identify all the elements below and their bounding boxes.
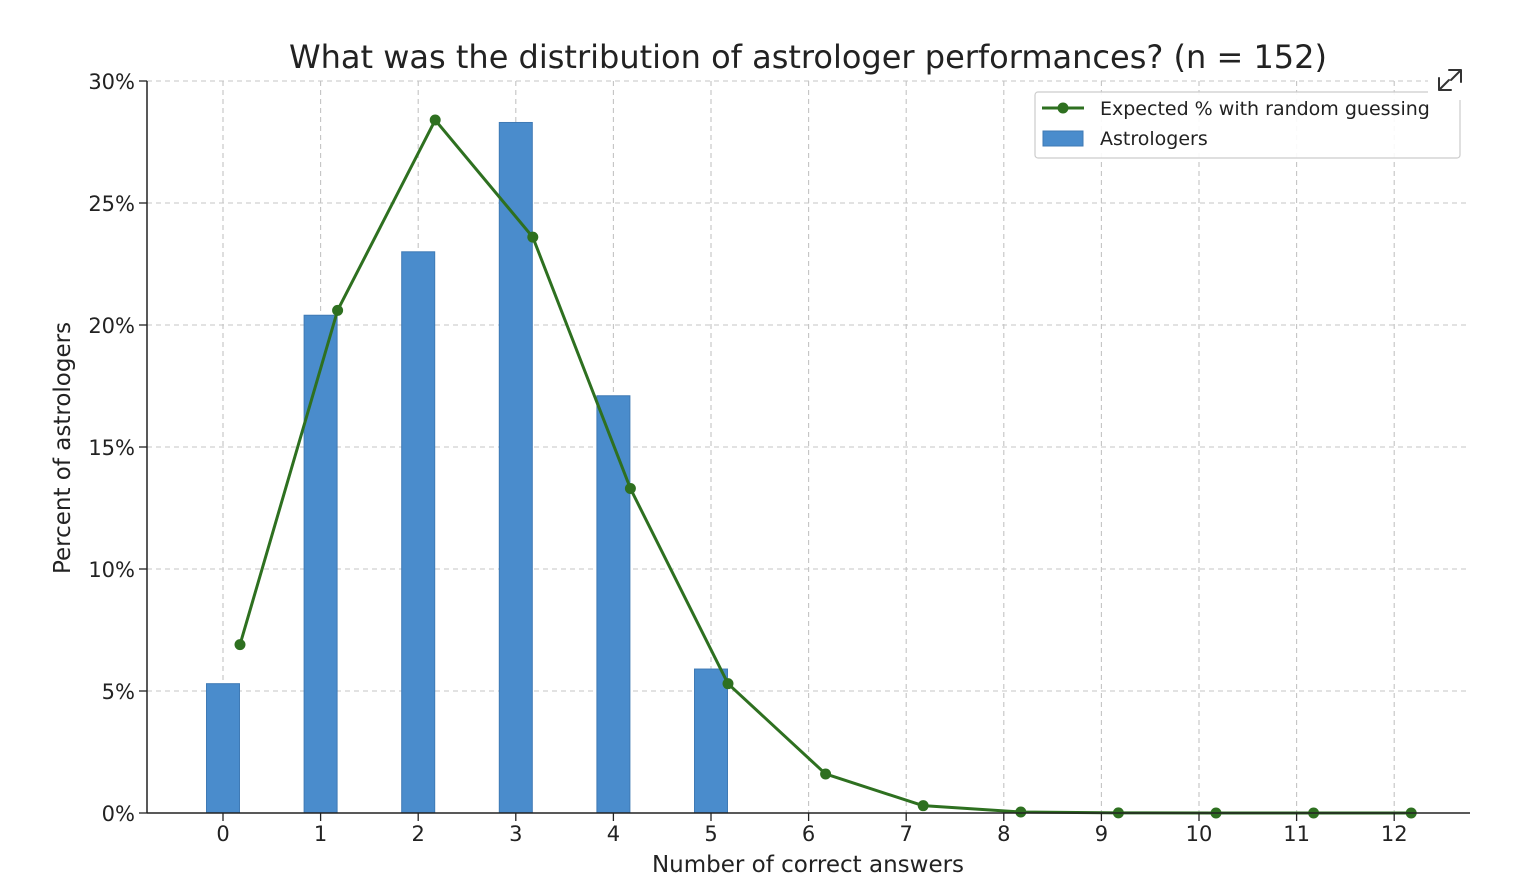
x-tick-label: 8 [997, 822, 1010, 846]
grid [147, 80, 1470, 813]
y-tick-label: 5% [102, 680, 135, 704]
expected-point-4 [624, 482, 636, 494]
legend-label-expected: Expected % with random guessing [1100, 98, 1430, 120]
legend-label-astrologers: Astrologers [1100, 128, 1208, 150]
legend-frame [1034, 91, 1461, 159]
chart-title: What was the distribution of astrologer … [289, 38, 1327, 76]
x-tick-label: 1 [314, 822, 327, 846]
x-tick-label: 6 [802, 822, 815, 846]
y-tick-label: 30% [88, 70, 135, 94]
expected-point-2 [429, 114, 441, 126]
bar-3 [498, 121, 533, 814]
legend-bar-swatch [1042, 130, 1084, 147]
y-tick-labels: 0% 5% 10% 15% 20% 25% 30% [88, 70, 135, 826]
bar-4 [596, 395, 631, 814]
expand-icon [1438, 69, 1462, 91]
expected-point-6 [820, 768, 832, 780]
expand-button[interactable] [1428, 62, 1472, 100]
x-tick-label: 2 [412, 822, 425, 846]
x-tick-label: 3 [509, 822, 522, 846]
x-tick-label: 12 [1381, 822, 1408, 846]
y-tick-label: 20% [88, 314, 135, 338]
y-tick-label: 25% [88, 192, 135, 216]
x-tick-label: 10 [1186, 822, 1213, 846]
x-tick-label: 9 [1095, 822, 1108, 846]
bar-series [206, 121, 728, 814]
x-tick-label: 4 [607, 822, 620, 846]
x-tick-labels: 0 1 2 3 4 5 6 7 8 9 10 11 12 [216, 822, 1407, 846]
expected-point-8 [1015, 806, 1027, 818]
bar-5 [694, 668, 728, 814]
y-tick-label: 15% [88, 436, 135, 460]
bar-2 [401, 251, 436, 814]
x-tick-label: 5 [704, 822, 717, 846]
bar-0 [206, 683, 240, 814]
expected-point-1 [332, 304, 344, 316]
axes [139, 80, 1470, 821]
y-tick-label: 10% [88, 558, 135, 582]
expected-point-5 [722, 678, 734, 690]
y-tick-label: 0% [102, 802, 135, 826]
expected-point-3 [527, 231, 539, 243]
expected-point-7 [917, 800, 929, 812]
x-tick-label: 0 [216, 822, 229, 846]
y-axis-label: Percent of astrologers [50, 322, 76, 574]
expected-point-0 [234, 639, 246, 651]
legend: Expected % with random guessing Astrolog… [1034, 91, 1461, 159]
x-axis-label: Number of correct answers [652, 852, 964, 878]
x-tick-label: 7 [900, 822, 913, 846]
x-tick-label: 11 [1283, 822, 1310, 846]
bar-1 [303, 314, 338, 814]
legend-line-marker [1057, 102, 1069, 114]
